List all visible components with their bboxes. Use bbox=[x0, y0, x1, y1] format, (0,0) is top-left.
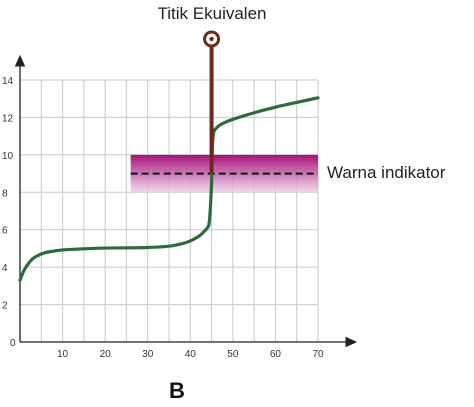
x-tick-label-60: 60 bbox=[270, 349, 282, 360]
y-tick-label-12: 12 bbox=[2, 113, 14, 124]
panel-label: B bbox=[169, 378, 185, 403]
x-tick-label-30: 30 bbox=[142, 349, 154, 360]
x-tick-label-40: 40 bbox=[185, 349, 197, 360]
y-tick-label-14: 14 bbox=[2, 76, 14, 87]
y-tick-label-6: 6 bbox=[2, 226, 8, 237]
x-tick-label-70: 70 bbox=[312, 349, 324, 360]
gridlines bbox=[20, 79, 319, 342]
axes bbox=[14, 54, 358, 348]
x-tick-label-20: 20 bbox=[100, 349, 112, 360]
y-tick-label-2: 2 bbox=[2, 301, 8, 312]
x-tick-label-50: 50 bbox=[227, 349, 239, 360]
y-tick-label-8: 8 bbox=[2, 188, 8, 199]
equivalence-marker-group bbox=[203, 30, 221, 174]
x-tick-label-10: 10 bbox=[57, 349, 69, 360]
tick-labels: 10 20 30 40 50 60 70 2 4 6 8 10 12 14 0 bbox=[2, 76, 324, 360]
series-group bbox=[18, 96, 320, 282]
y-tick-label-4: 4 bbox=[2, 263, 8, 274]
titration-curve-0 bbox=[18, 96, 320, 282]
origin-label: 0 bbox=[10, 338, 16, 349]
indicator-band-label: Warna indikator bbox=[327, 163, 446, 182]
equivalence-ring-dot bbox=[209, 36, 214, 42]
equivalence-point-label: Titik Ekuivalen bbox=[158, 4, 267, 23]
indicator-band-group bbox=[130, 154, 318, 193]
y-tick-label-10: 10 bbox=[2, 151, 14, 162]
annotation-labels: Titik Ekuivalen Warna indikator B bbox=[158, 4, 446, 403]
